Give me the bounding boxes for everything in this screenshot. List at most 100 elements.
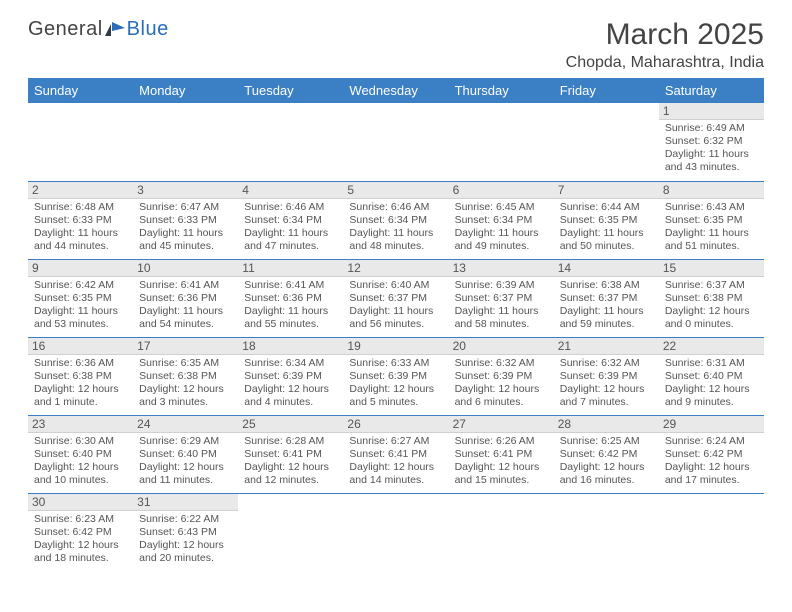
day-number: 17: [133, 338, 238, 355]
calendar-cell: 27Sunrise: 6:26 AMSunset: 6:41 PMDayligh…: [449, 415, 554, 493]
day-number: 11: [238, 260, 343, 277]
day-details: Sunrise: 6:37 AMSunset: 6:38 PMDaylight:…: [665, 279, 758, 332]
header: General Blue March 2025 Chopda, Maharash…: [28, 18, 764, 72]
day-number: 21: [554, 338, 659, 355]
calendar-cell: 14Sunrise: 6:38 AMSunset: 6:37 PMDayligh…: [554, 259, 659, 337]
sunset-line: Sunset: 6:35 PM: [560, 214, 653, 227]
day-number: 13: [449, 260, 554, 277]
sunrise-line: Sunrise: 6:34 AM: [244, 357, 337, 370]
daylight-line: Daylight: 12 hours and 3 minutes.: [139, 383, 232, 409]
weekday-header: Monday: [133, 78, 238, 103]
daylight-line: Daylight: 11 hours and 59 minutes.: [560, 305, 653, 331]
day-number: 23: [28, 416, 133, 433]
calendar-cell: 7Sunrise: 6:44 AMSunset: 6:35 PMDaylight…: [554, 181, 659, 259]
daylight-line: Daylight: 12 hours and 0 minutes.: [665, 305, 758, 331]
day-details: Sunrise: 6:46 AMSunset: 6:34 PMDaylight:…: [349, 201, 442, 254]
day-number: 18: [238, 338, 343, 355]
calendar-cell: 9Sunrise: 6:42 AMSunset: 6:35 PMDaylight…: [28, 259, 133, 337]
sunrise-line: Sunrise: 6:35 AM: [139, 357, 232, 370]
calendar-cell: 13Sunrise: 6:39 AMSunset: 6:37 PMDayligh…: [449, 259, 554, 337]
calendar-cell: [449, 103, 554, 181]
sunset-line: Sunset: 6:39 PM: [349, 370, 442, 383]
day-details: Sunrise: 6:32 AMSunset: 6:39 PMDaylight:…: [560, 357, 653, 410]
sunset-line: Sunset: 6:33 PM: [34, 214, 127, 227]
sunrise-line: Sunrise: 6:40 AM: [349, 279, 442, 292]
calendar-cell: [343, 493, 448, 571]
sunset-line: Sunset: 6:37 PM: [455, 292, 548, 305]
sunrise-line: Sunrise: 6:46 AM: [349, 201, 442, 214]
sunset-line: Sunset: 6:40 PM: [139, 448, 232, 461]
calendar-cell: 21 Sunrise: 6:32 AMSunset: 6:39 PMDayligh…: [554, 337, 659, 415]
calendar-cell: [659, 493, 764, 571]
calendar-cell: 4Sunrise: 6:46 AMSunset: 6:34 PMDaylight…: [238, 181, 343, 259]
daylight-line: Daylight: 11 hours and 48 minutes.: [349, 227, 442, 253]
sunset-line: Sunset: 6:38 PM: [665, 292, 758, 305]
sunrise-line: Sunrise: 6:48 AM: [34, 201, 127, 214]
daylight-line: Daylight: 11 hours and 44 minutes.: [34, 227, 127, 253]
sunset-line: Sunset: 6:36 PM: [244, 292, 337, 305]
calendar-cell: 19Sunrise: 6:33 AMSunset: 6:39 PMDayligh…: [343, 337, 448, 415]
day-number: 7: [554, 182, 659, 199]
calendar-cell: 12Sunrise: 6:40 AMSunset: 6:37 PMDayligh…: [343, 259, 448, 337]
calendar-cell: 8Sunrise: 6:43 AMSunset: 6:35 PMDaylight…: [659, 181, 764, 259]
sunrise-line: Sunrise: 6:37 AM: [665, 279, 758, 292]
weekday-header: Thursday: [449, 78, 554, 103]
day-details: Sunrise: 6:32 AMSunset: 6:39 PMDaylight:…: [455, 357, 548, 410]
sunrise-line: Sunrise: 6:24 AM: [665, 435, 758, 448]
location: Chopda, Maharashtra, India: [566, 54, 764, 72]
calendar-cell: [554, 103, 659, 181]
daylight-line: Daylight: 12 hours and 16 minutes.: [560, 461, 653, 487]
sunrise-line: Sunrise: 6:43 AM: [665, 201, 758, 214]
day-details: Sunrise: 6:46 AMSunset: 6:34 PMDaylight:…: [244, 201, 337, 254]
sunrise-line: Sunrise: 6:25 AM: [560, 435, 653, 448]
day-number: 19: [343, 338, 448, 355]
day-number: 26: [343, 416, 448, 433]
sunrise-line: Sunrise: 6:36 AM: [34, 357, 127, 370]
day-number: 20: [449, 338, 554, 355]
title-block: March 2025 Chopda, Maharashtra, India: [566, 18, 764, 72]
calendar-cell: 22Sunrise: 6:31 AMSunset: 6:40 PMDayligh…: [659, 337, 764, 415]
calendar-cell: [554, 493, 659, 571]
weekday-header: Sunday: [28, 78, 133, 103]
calendar-row: 30Sunrise: 6:23 AMSunset: 6:42 PMDayligh…: [28, 493, 764, 571]
day-details: Sunrise: 6:41 AMSunset: 6:36 PMDaylight:…: [139, 279, 232, 332]
daylight-line: Daylight: 12 hours and 7 minutes.: [560, 383, 653, 409]
calendar-cell: 15Sunrise: 6:37 AMSunset: 6:38 PMDayligh…: [659, 259, 764, 337]
daylight-line: Daylight: 12 hours and 6 minutes.: [455, 383, 548, 409]
day-number: 22: [659, 338, 764, 355]
calendar-cell: [238, 493, 343, 571]
day-details: Sunrise: 6:48 AMSunset: 6:33 PMDaylight:…: [34, 201, 127, 254]
daylight-line: Daylight: 12 hours and 20 minutes.: [139, 539, 232, 565]
calendar-cell: 3Sunrise: 6:47 AMSunset: 6:33 PMDaylight…: [133, 181, 238, 259]
daylight-line: Daylight: 11 hours and 55 minutes.: [244, 305, 337, 331]
sunrise-line: Sunrise: 6:28 AM: [244, 435, 337, 448]
sunset-line: Sunset: 6:37 PM: [560, 292, 653, 305]
day-details: Sunrise: 6:22 AMSunset: 6:43 PMDaylight:…: [139, 513, 232, 566]
day-details: Sunrise: 6:41 AMSunset: 6:36 PMDaylight:…: [244, 279, 337, 332]
day-number: 25: [238, 416, 343, 433]
calendar-cell: 26Sunrise: 6:27 AMSunset: 6:41 PMDayligh…: [343, 415, 448, 493]
daylight-line: Daylight: 11 hours and 56 minutes.: [349, 305, 442, 331]
daylight-line: Daylight: 11 hours and 54 minutes.: [139, 305, 232, 331]
day-number: 28: [554, 416, 659, 433]
sunset-line: Sunset: 6:34 PM: [349, 214, 442, 227]
calendar-cell: 1Sunrise: 6:49 AMSunset: 6:32 PMDaylight…: [659, 103, 764, 181]
day-number: 8: [659, 182, 764, 199]
sunset-line: Sunset: 6:35 PM: [34, 292, 127, 305]
sunset-line: Sunset: 6:39 PM: [560, 370, 653, 383]
day-details: Sunrise: 6:49 AMSunset: 6:32 PMDaylight:…: [665, 122, 758, 175]
day-details: Sunrise: 6:40 AMSunset: 6:37 PMDaylight:…: [349, 279, 442, 332]
sunset-line: Sunset: 6:34 PM: [244, 214, 337, 227]
daylight-line: Daylight: 11 hours and 58 minutes.: [455, 305, 548, 331]
sunrise-line: Sunrise: 6:27 AM: [349, 435, 442, 448]
daylight-line: Daylight: 12 hours and 14 minutes.: [349, 461, 442, 487]
calendar-cell: 2Sunrise: 6:48 AMSunset: 6:33 PMDaylight…: [28, 181, 133, 259]
sunset-line: Sunset: 6:38 PM: [34, 370, 127, 383]
day-number: 5: [343, 182, 448, 199]
calendar-cell: 5 Sunrise: 6:46 AMSunset: 6:34 PMDaylight…: [343, 181, 448, 259]
day-number: 9: [28, 260, 133, 277]
sunrise-line: Sunrise: 6:32 AM: [560, 357, 653, 370]
calendar-cell: [133, 103, 238, 181]
day-number: 14: [554, 260, 659, 277]
sunrise-line: Sunrise: 6:33 AM: [349, 357, 442, 370]
